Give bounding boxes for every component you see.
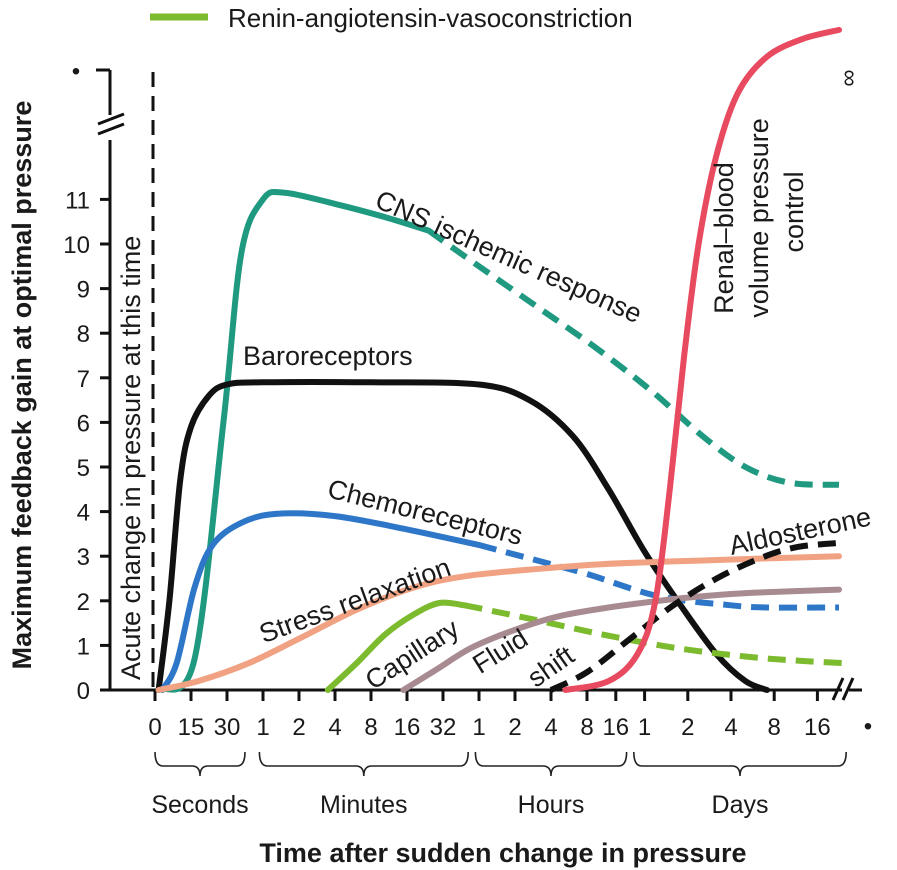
curve-baroreceptors	[155, 379, 770, 693]
curves	[155, 26, 847, 693]
y-tick-label: 3	[77, 544, 90, 571]
curve-cns-ischemic-response-dashed	[426, 228, 840, 488]
x-tick-label: 1	[638, 714, 651, 741]
time-group-brace-minutes	[258, 751, 469, 777]
renal-label-line-3: control	[779, 171, 809, 252]
x-tick-label: 1	[472, 714, 485, 741]
x-tick-label: 0	[148, 714, 161, 741]
x-tick-label: 16	[394, 714, 421, 741]
x-axis-end-dot: •	[864, 713, 872, 740]
x-tick-label: 8	[768, 714, 781, 741]
y-ticks: 0 1 2 3 4 5 6 7 8 9 10 11	[63, 187, 110, 705]
aldosterone-label: Aldosterone	[727, 502, 874, 561]
x-tick-label: 16	[804, 714, 831, 741]
time-group-label-minutes: Minutes	[320, 791, 408, 819]
y-tick-label: 8	[77, 321, 90, 348]
x-tick-label: 16	[602, 714, 629, 741]
time-group-label-seconds: Seconds	[151, 791, 248, 819]
y-axis-title: Maximum feedback gain at optimal pressur…	[7, 101, 37, 670]
x-axis-break-mark-1	[831, 677, 845, 701]
y-tick-label: 0	[77, 678, 90, 705]
x-tick-label: 2	[292, 714, 305, 741]
x-axis-title: Time after sudden change in pressure	[259, 838, 746, 868]
y-tick-label: 7	[77, 366, 90, 393]
y-axis-top-dot: •	[72, 58, 80, 85]
cns-label: CNS ischemic response	[371, 184, 646, 329]
x-tick-label: 1	[256, 714, 269, 741]
y-tick-label: 4	[77, 500, 90, 527]
time-group-label-days: Days	[712, 791, 769, 819]
x-tick-label: 4	[328, 714, 341, 741]
curve-renin-angiotensin-vasoconstriction-dashed	[464, 602, 847, 667]
legend: Renin-angiotensin-vasoconstriction	[150, 3, 633, 33]
curve-chemoreceptors	[159, 510, 482, 693]
x-tick-label: 4	[724, 714, 737, 741]
x-ticks: 0 15 30 1 2 4 8 16 32 1 2 4 8 16 1 2 4 8 16	[148, 690, 831, 741]
renal-label-line-1: Renal–blood	[709, 162, 739, 314]
curve-renal-blood-volume-pressure-control	[562, 26, 842, 693]
x-tick-label: 2	[681, 714, 694, 741]
y-axis-break-mark-1	[97, 112, 125, 126]
time-group-label-hours: Hours	[518, 791, 585, 819]
x-axis-break-mark-2	[841, 677, 855, 701]
baroreceptors-label: Baroreceptors	[243, 341, 413, 371]
y-tick-label: 10	[63, 232, 90, 259]
curve-renin-angiotensin-vasoconstriction	[324, 599, 468, 693]
y-tick-label: 2	[77, 589, 90, 616]
infinity-label: ∞	[835, 69, 862, 86]
curve-chemoreceptors-dashed	[478, 542, 840, 611]
chemoreceptors-label: Chemoreceptors	[325, 474, 526, 551]
x-axis: • 0 15 30 1 2 4 8 16 32 1 2 4 8 16 1 2 4 8 16 Seconds Minut…	[110, 677, 872, 819]
acute-change-label: Acute change in pressure at this time	[116, 236, 146, 680]
time-group-brace-hours	[474, 751, 628, 777]
x-tick-label: 4	[544, 714, 557, 741]
curve-stress-relaxation	[155, 553, 842, 693]
y-tick-label: 5	[77, 455, 90, 482]
curve-aldosterone-dashed	[549, 539, 840, 693]
x-tick-label: 8	[364, 714, 377, 741]
curve-fluid-shift	[400, 586, 842, 693]
legend-label-renin: Renin-angiotensin-vasoconstriction	[228, 3, 633, 33]
x-tick-label: 32	[430, 714, 457, 741]
y-tick-label: 6	[77, 410, 90, 437]
x-tick-label: 15	[178, 714, 205, 741]
x-tick-label: 8	[580, 714, 593, 741]
y-tick-label: 1	[77, 633, 90, 660]
y-tick-label: 11	[65, 187, 90, 214]
x-tick-label: 2	[508, 714, 521, 741]
y-axis-break-mark-2	[97, 122, 125, 136]
curve-cns-ischemic-response	[159, 188, 432, 693]
y-axis: • 0 1 2 3 4 5 6 7 8 9 10 11	[63, 58, 125, 705]
x-time-groups: Seconds Minutes Hours Days	[151, 751, 847, 819]
time-group-brace-days	[633, 751, 847, 777]
x-tick-label: 30	[214, 714, 241, 741]
y-tick-label: 9	[77, 277, 90, 304]
time-group-brace-seconds	[154, 751, 246, 777]
renal-label-line-2: volume pressure	[744, 118, 774, 318]
